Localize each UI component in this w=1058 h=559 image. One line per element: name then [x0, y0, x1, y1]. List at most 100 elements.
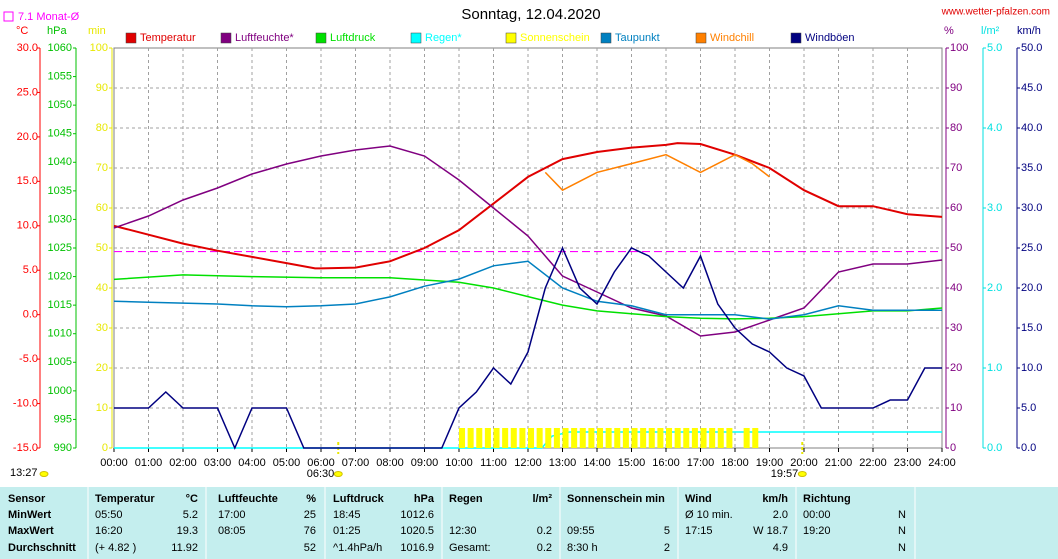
y-tick-label: 990 — [54, 442, 72, 454]
sunshine-bar — [597, 428, 604, 448]
table-cell: 12:30 — [449, 525, 477, 537]
table-cell: 4.9 — [773, 542, 788, 554]
legend-label: Taupunkt — [615, 32, 660, 44]
y-tick-label: 1055 — [48, 70, 72, 82]
x-tick-label: 10:00 — [445, 457, 473, 469]
sunshine-bar — [640, 428, 647, 448]
y-tick-label: 60 — [950, 202, 962, 214]
table-cell: °C — [186, 493, 198, 505]
x-tick-label: 03:00 — [204, 457, 232, 469]
legend-label: Windchill — [710, 32, 754, 44]
y-tick-label: 70 — [950, 162, 962, 174]
x-tick-label: 15:00 — [618, 457, 646, 469]
sun-icon — [39, 471, 49, 477]
x-tick-label: 22:00 — [859, 457, 887, 469]
sunshine-bar — [743, 428, 750, 448]
sunshine-bar — [622, 428, 629, 448]
series-line — [544, 153, 770, 192]
y-tick-label: 1020 — [48, 270, 72, 282]
sunshine-bar — [709, 428, 716, 448]
sunshine-bar — [528, 428, 535, 448]
sunshine-bar — [536, 428, 543, 448]
y-tick-label: 30 — [950, 322, 962, 334]
sunshine-bar — [666, 428, 673, 448]
table-cell: 17:00 — [218, 509, 246, 521]
sunshine-bar — [657, 428, 664, 448]
sunshine-bar — [726, 428, 733, 448]
y-tick-label: -15.0 — [13, 442, 38, 454]
x-tick-label: 20:00 — [790, 457, 818, 469]
series-line — [114, 246, 942, 450]
y-tick-label: 100 — [950, 42, 968, 54]
y-tick-label: 0.0 — [23, 309, 38, 321]
x-tick-label: 09:00 — [411, 457, 439, 469]
sunshine-bar — [614, 428, 621, 448]
sunshine-bar — [700, 428, 707, 448]
table-cell: N — [898, 509, 906, 521]
x-tick-label: 08:00 — [376, 457, 404, 469]
series-line — [113, 260, 942, 320]
y-tick-label: 5.0 — [987, 42, 1002, 54]
sunshine-bar — [467, 428, 474, 448]
x-tick-label: 05:00 — [273, 457, 301, 469]
sunshine-bar — [545, 428, 552, 448]
y-tick-label: 1040 — [48, 156, 72, 168]
x-tick-label: 00:00 — [100, 457, 128, 469]
sunshine-bar — [674, 428, 681, 448]
table-cell: 17:15 — [685, 525, 713, 537]
legend-swatch — [410, 32, 422, 44]
sunshine-bar — [683, 428, 690, 448]
x-tick-label: 24:00 — [928, 457, 956, 469]
table-cell: l/m² — [532, 493, 552, 505]
y-tick-label: 100 — [90, 42, 108, 54]
x-tick-label: 06:00 — [307, 457, 335, 469]
y-tick-label: 4.0 — [987, 122, 1002, 134]
table-cell: 52 — [304, 542, 316, 554]
legend-label: Temperatur — [140, 32, 196, 44]
y-tick-label: 1030 — [48, 213, 72, 225]
table-cell: N — [898, 525, 906, 537]
table-cell: Regen — [449, 493, 483, 505]
legend-label: Regen* — [425, 32, 462, 44]
y-tick-label: 1045 — [48, 128, 72, 140]
y-tick-label: 45.0 — [1021, 82, 1042, 94]
x-tick-label: 19:00 — [756, 457, 784, 469]
y-tick-label: 70 — [96, 162, 108, 174]
sunshine-bar — [648, 428, 655, 448]
table-cell: 08:05 — [218, 525, 246, 537]
y-tick-label: 50.0 — [1021, 42, 1042, 54]
sunshine-bar — [502, 428, 509, 448]
y-tick-label: 0.0 — [987, 442, 1002, 454]
site-link: www.wetter-pfalzen.com — [941, 7, 1050, 18]
sunshine-bar — [484, 428, 491, 448]
sunshine-bar — [510, 428, 517, 448]
y-tick-label: 10.0 — [17, 220, 38, 232]
table-cell: hPa — [414, 493, 435, 505]
table-cell: km/h — [762, 493, 788, 505]
y-tick-label: 10 — [96, 402, 108, 414]
sunset-label: 19:57 — [771, 468, 799, 480]
x-tick-label: 11:00 — [480, 457, 507, 469]
table-cell: (+ 4.82 ) — [95, 542, 136, 554]
table-cell: Durchschnitt — [8, 542, 76, 554]
table-cell: 5 — [664, 525, 670, 537]
axis-unit: min — [88, 25, 106, 37]
legend-swatch — [600, 32, 612, 44]
y-tick-label: 0 — [950, 442, 956, 454]
y-tick-label: 5.0 — [23, 264, 38, 276]
table-cell: 76 — [304, 525, 316, 537]
legend-swatch — [695, 32, 707, 44]
series-line — [113, 142, 943, 270]
table-cell: 09:55 — [567, 525, 595, 537]
y-tick-label: 15.0 — [17, 175, 38, 187]
series-line — [113, 274, 943, 320]
x-tick-label: 18:00 — [721, 457, 749, 469]
sunshine-bar — [605, 428, 612, 448]
y-tick-label: 30.0 — [17, 42, 38, 54]
chart-title: Sonntag, 12.04.2020 — [461, 6, 600, 23]
table-cell: 00:00 — [803, 509, 831, 521]
sun-icon — [797, 471, 807, 477]
y-tick-label: 90 — [950, 82, 962, 94]
x-tick-label: 13:00 — [549, 457, 577, 469]
table-cell: % — [306, 493, 316, 505]
